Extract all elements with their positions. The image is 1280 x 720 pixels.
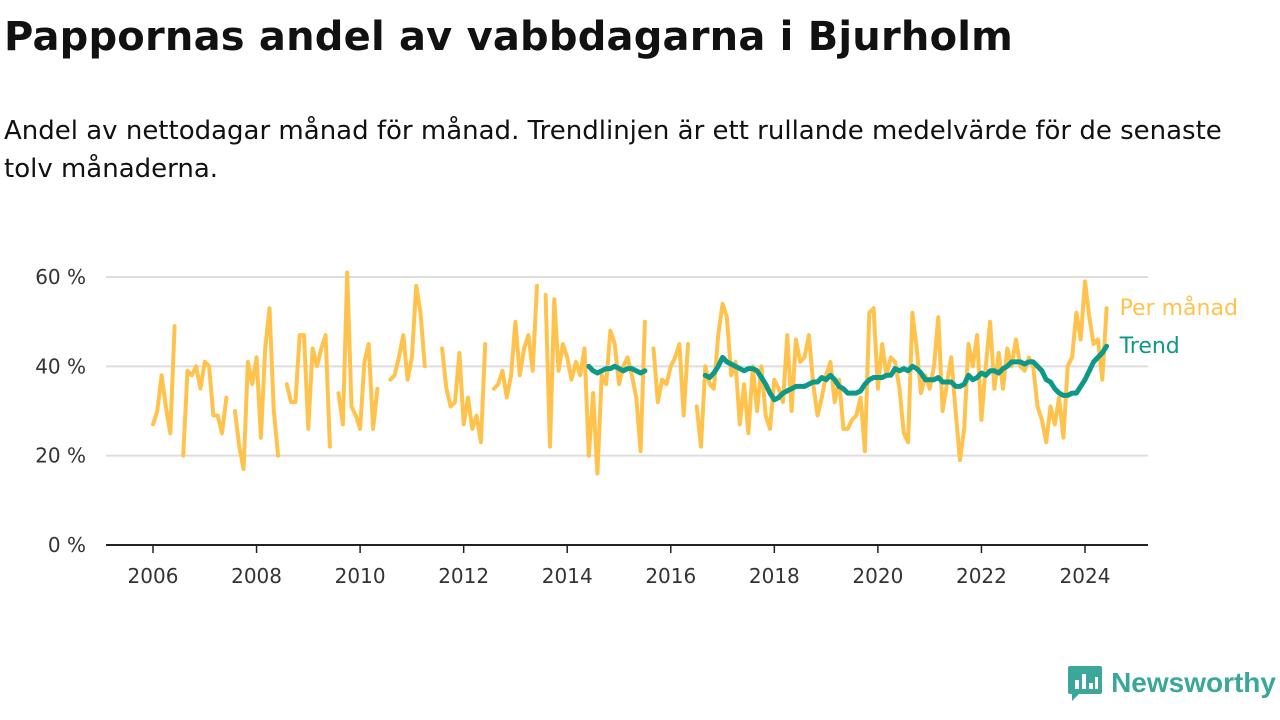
series-line-per-manad — [151, 270, 1109, 476]
x-tick-label: 2014 — [542, 564, 593, 588]
chart-subtitle: Andel av nettodagar månad för månad. Tre… — [4, 116, 1222, 184]
x-tick-label: 2006 — [128, 564, 179, 588]
chart-title: Pappornas andel av vabbdagarna i Bjurhol… — [4, 14, 1014, 60]
y-tick-label: 20 % — [35, 444, 86, 468]
series-line-trend — [586, 343, 1110, 403]
x-tick-label: 2008 — [231, 564, 282, 588]
y-tick-label: 0 % — [48, 533, 86, 557]
series-layer — [151, 270, 1110, 476]
axes: 0 % 20 % 40 % 60 % 2006 2008 2010 2012 2014 2016 2… — [35, 265, 1148, 588]
newsworthy-chart-icon — [1068, 666, 1103, 701]
legend-label-per-manad: Per månad — [1120, 295, 1238, 321]
x-tick-label: 2012 — [438, 564, 489, 588]
y-tick-label: 60 % — [35, 265, 86, 289]
x-tick-label: 2022 — [956, 564, 1007, 588]
brand-name: Newsworthy — [1111, 667, 1276, 698]
x-tick-label: 2016 — [645, 564, 696, 588]
brand-logo: Newsworthy — [1067, 664, 1276, 702]
y-tick-label: 40 % — [35, 354, 86, 378]
x-tick-label: 2018 — [749, 564, 800, 588]
legend-label-trend: Trend — [1119, 334, 1180, 359]
x-tick-label: 2020 — [852, 564, 903, 588]
legend: Per månad Trend — [1119, 295, 1238, 359]
x-tick-label: 2010 — [335, 564, 386, 588]
x-tick-label: 2024 — [1060, 564, 1111, 588]
